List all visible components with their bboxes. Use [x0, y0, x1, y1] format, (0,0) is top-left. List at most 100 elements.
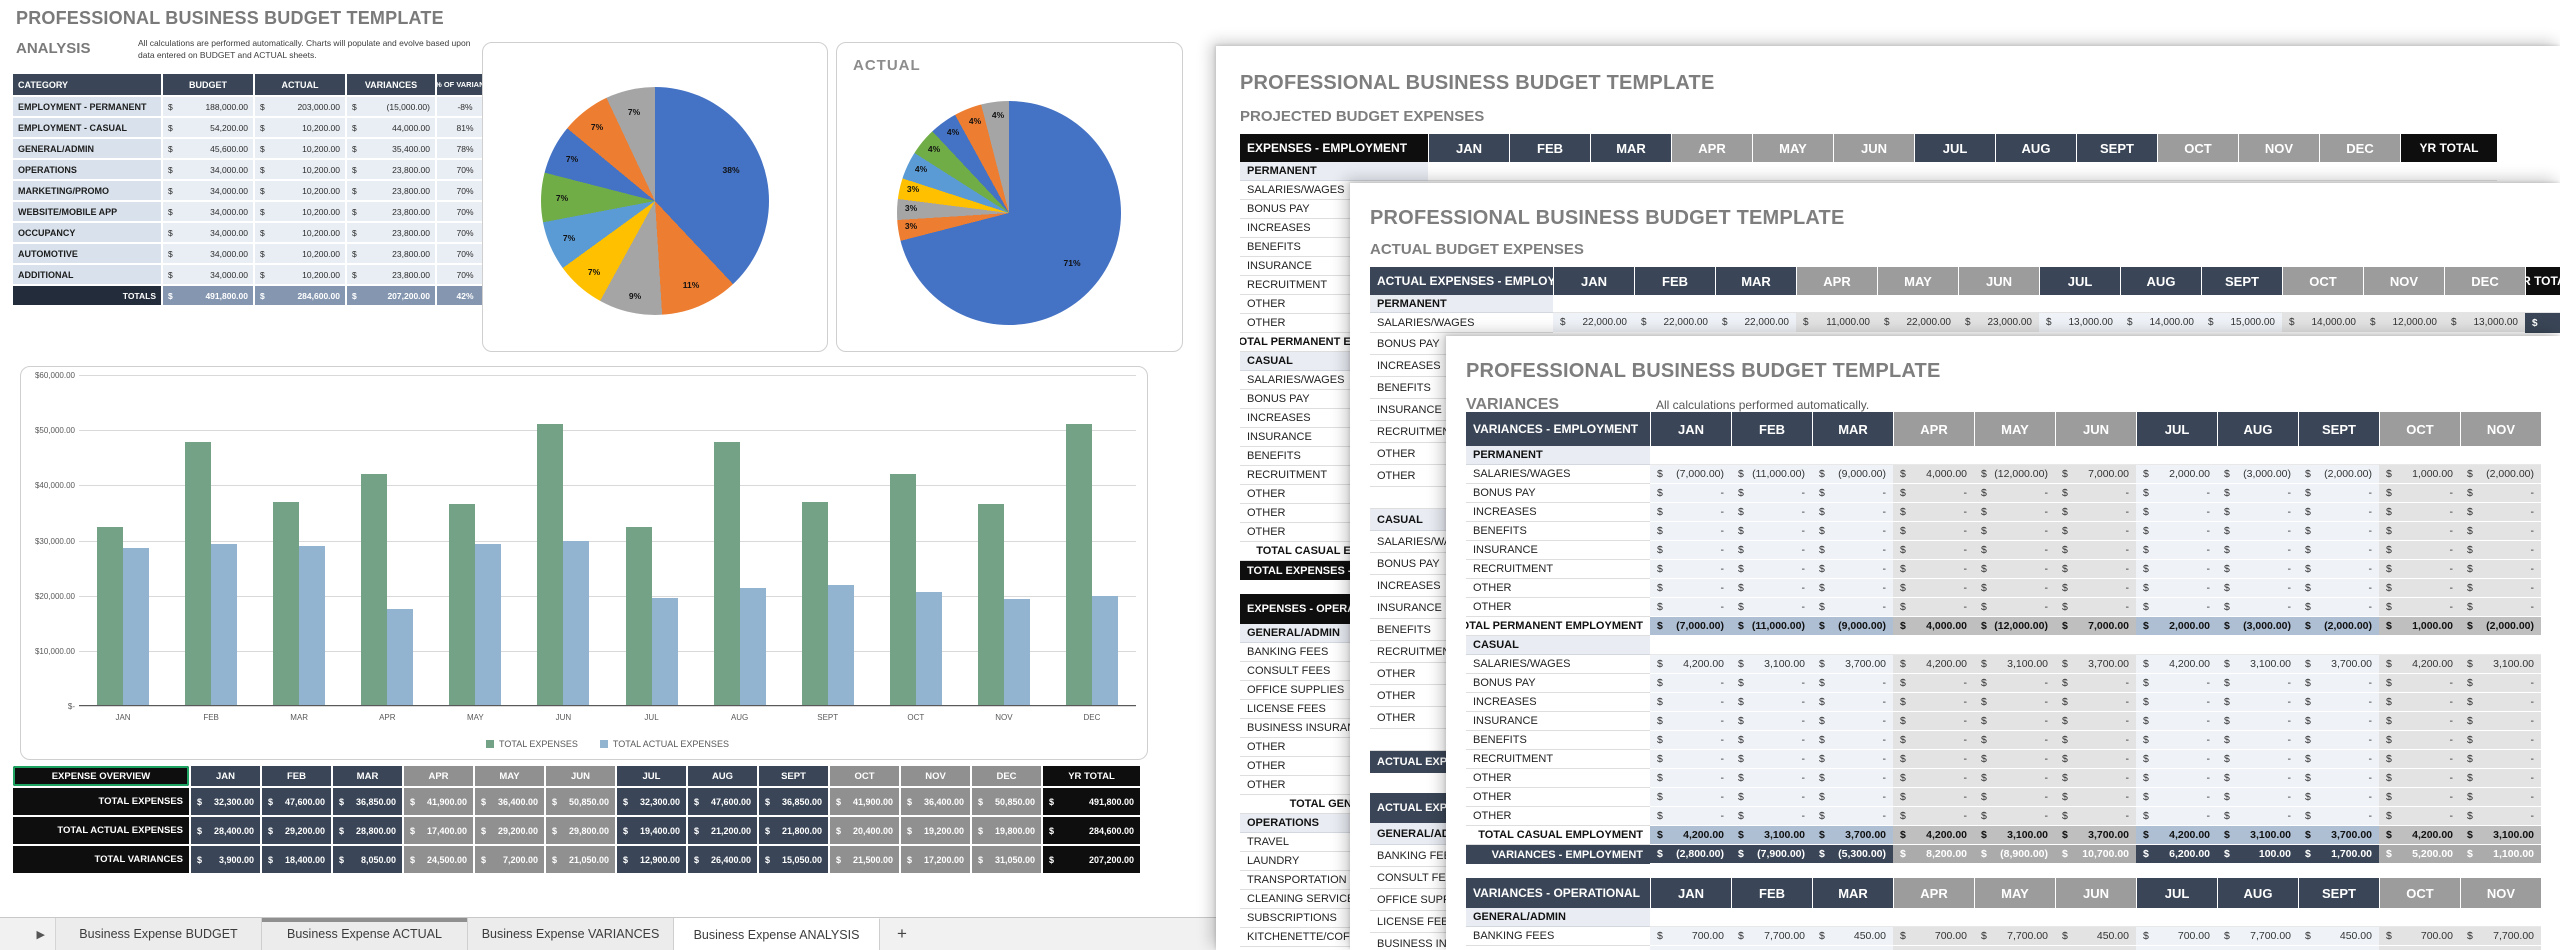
value-cell[interactable]: $- — [2136, 750, 2217, 769]
overview-value-cell[interactable]: $47,600.00 — [262, 788, 331, 815]
value-cell[interactable]: $4,200.00 — [2136, 655, 2217, 674]
variance-cell[interactable]: $23,800.00 — [347, 181, 435, 200]
category-cell[interactable]: GENERAL/ADMIN — [13, 139, 161, 158]
value-cell[interactable]: $- — [2055, 674, 2136, 693]
row-label-cell[interactable]: OTHER — [1466, 807, 1650, 826]
value-cell[interactable]: $ (12,000.00) — [1974, 617, 2055, 636]
month-header-cell[interactable]: MAY — [475, 766, 544, 786]
value-cell[interactable]: $- — [1893, 541, 1974, 560]
value-cell[interactable]: $- — [2217, 693, 2298, 712]
value-cell[interactable]: $- — [2136, 560, 2217, 579]
overview-value-cell[interactable]: $32,300.00 — [617, 788, 686, 815]
value-cell[interactable]: $- — [1812, 674, 1893, 693]
overview-value-cell[interactable]: $12,900.00 — [617, 846, 686, 873]
actual-cell[interactable]: $10,200.00 — [255, 118, 345, 137]
value-cell[interactable]: $- — [2298, 946, 2379, 950]
month-header-cell[interactable]: FEB — [1634, 267, 1715, 295]
value-cell[interactable]: $- — [2136, 503, 2217, 522]
month-header-cell[interactable]: APR — [1893, 412, 1974, 446]
value-cell[interactable]: $3,700.00 — [1812, 655, 1893, 674]
value-cell[interactable]: $- — [2460, 522, 2541, 541]
variance-pct-cell[interactable]: 70% — [437, 265, 493, 284]
overview-value-cell[interactable]: $36,400.00 — [475, 788, 544, 815]
budget-cell[interactable]: $45,600.00 — [163, 139, 253, 158]
overview-value-cell[interactable]: $29,200.00 — [475, 817, 544, 844]
month-header-cell[interactable]: DEC — [2444, 267, 2525, 295]
row-label-cell[interactable]: VARIANCES - EMPLOYMENT — [1466, 845, 1650, 864]
month-header-cell[interactable]: NOV — [2460, 412, 2541, 446]
category-cell[interactable]: EMPLOYMENT - CASUAL — [13, 118, 161, 137]
value-cell[interactable]: $- — [1731, 484, 1812, 503]
value-cell[interactable]: $8,200.00 — [1893, 845, 1974, 864]
value-cell[interactable]: $- — [2217, 560, 2298, 579]
overview-yr-total-cell[interactable]: $207,200.00 — [1043, 846, 1140, 873]
value-cell[interactable]: $- — [1974, 946, 2055, 950]
budget-cell[interactable]: $34,000.00 — [163, 181, 253, 200]
value-cell[interactable]: $3,700.00 — [1812, 826, 1893, 845]
value-cell[interactable]: $- — [1731, 807, 1812, 826]
value-cell[interactable]: $ (9,000.00) — [1812, 465, 1893, 484]
value-cell[interactable]: $700.00 — [1893, 927, 1974, 946]
actual-cell[interactable]: $10,200.00 — [255, 244, 345, 263]
value-cell[interactable]: $- — [2298, 788, 2379, 807]
value-cell[interactable]: $- — [2379, 693, 2460, 712]
overview-value-cell[interactable]: $32,300.00 — [191, 788, 260, 815]
value-cell[interactable]: $- — [2217, 484, 2298, 503]
value-cell[interactable]: $ (2,000.00) — [2298, 617, 2379, 636]
row-label-cell[interactable]: OTHER — [1466, 598, 1650, 617]
value-cell[interactable]: $- — [1893, 731, 1974, 750]
value-cell[interactable]: $- — [2055, 560, 2136, 579]
value-cell[interactable]: $- — [2379, 946, 2460, 950]
value-cell[interactable]: $22,000.00 — [1553, 313, 1634, 333]
value-cell[interactable]: $- — [2379, 731, 2460, 750]
value-cell[interactable]: $- — [1893, 560, 1974, 579]
value-cell[interactable]: $- — [2298, 560, 2379, 579]
overview-value-cell[interactable]: $41,900.00 — [404, 788, 473, 815]
month-header-cell[interactable]: SEPT — [759, 766, 828, 786]
value-cell[interactable]: $- — [2055, 541, 2136, 560]
overview-value-cell[interactable]: $29,800.00 — [546, 817, 615, 844]
table-header-label-cell[interactable]: ACTUAL EXPENSES - EMPLOYMENT — [1370, 267, 1553, 295]
value-cell[interactable]: $450.00 — [2298, 927, 2379, 946]
value-cell[interactable]: $7,000.00 — [2055, 617, 2136, 636]
overview-value-cell[interactable]: $3,900.00 — [191, 846, 260, 873]
value-cell[interactable]: $7,700.00 — [1974, 927, 2055, 946]
value-cell[interactable]: $- — [2298, 769, 2379, 788]
value-cell[interactable]: $3,100.00 — [2217, 655, 2298, 674]
row-label-cell[interactable]: RECRUITMENT — [1466, 560, 1650, 579]
row-label-cell[interactable]: BONUS PAY — [1466, 484, 1650, 503]
month-header-cell[interactable]: MAY — [1877, 267, 1958, 295]
value-cell[interactable]: $22,000.00 — [1715, 313, 1796, 333]
month-header-cell[interactable]: AUG — [2217, 878, 2298, 908]
value-cell[interactable]: $- — [2298, 693, 2379, 712]
value-cell[interactable]: $- — [1731, 560, 1812, 579]
month-header-cell[interactable]: AUG — [2120, 267, 2201, 295]
value-cell[interactable]: $- — [1731, 731, 1812, 750]
value-cell[interactable]: $- — [2298, 579, 2379, 598]
value-cell[interactable]: $- — [2055, 946, 2136, 950]
totals-actual-cell[interactable]: $284,600.00 — [255, 286, 345, 305]
value-cell[interactable]: $- — [2379, 674, 2460, 693]
value-cell[interactable]: $- — [1974, 731, 2055, 750]
value-cell[interactable]: $7,700.00 — [1731, 927, 1812, 946]
value-cell[interactable]: $3,100.00 — [1974, 826, 2055, 845]
value-cell[interactable]: $- — [2460, 560, 2541, 579]
month-header-cell[interactable]: AUG — [1995, 134, 2076, 162]
value-cell[interactable]: $11,000.00 — [1796, 313, 1877, 333]
month-header-cell[interactable]: FEB — [1731, 412, 1812, 446]
value-cell[interactable]: $ (11,000.00) — [1731, 465, 1812, 484]
value-cell[interactable]: $450.00 — [2055, 927, 2136, 946]
value-cell[interactable]: $- — [1650, 693, 1731, 712]
value-cell[interactable]: $4,200.00 — [2136, 826, 2217, 845]
value-cell[interactable]: $- — [2379, 560, 2460, 579]
value-cell[interactable]: $- — [2136, 579, 2217, 598]
variance-cell[interactable]: $35,400.00 — [347, 139, 435, 158]
overview-value-cell[interactable]: $17,200.00 — [901, 846, 970, 873]
column-header-cell[interactable]: CATEGORY — [13, 74, 161, 95]
value-cell[interactable]: $- — [2136, 598, 2217, 617]
value-cell[interactable]: $ (3,000.00) — [2217, 617, 2298, 636]
value-cell[interactable]: $- — [2298, 484, 2379, 503]
value-cell[interactable]: $- — [2379, 541, 2460, 560]
value-cell[interactable]: $- — [1893, 579, 1974, 598]
month-header-cell[interactable]: FEB — [262, 766, 331, 786]
